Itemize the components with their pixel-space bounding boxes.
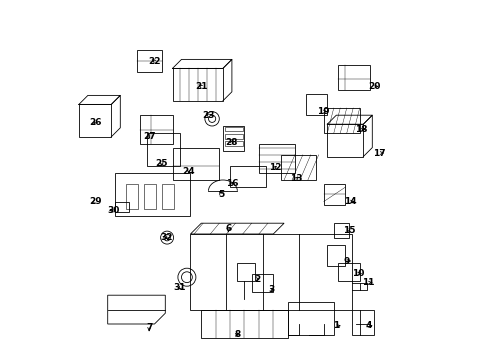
Text: 2: 2 [253, 275, 260, 284]
Text: 1: 1 [332, 321, 339, 330]
Text: 19: 19 [317, 107, 329, 116]
Text: 16: 16 [225, 179, 238, 188]
Text: 23: 23 [202, 111, 214, 120]
Text: 30: 30 [107, 206, 119, 215]
Text: 5: 5 [218, 190, 224, 199]
Text: 31: 31 [173, 284, 185, 292]
Text: 15: 15 [342, 226, 354, 235]
Text: 11: 11 [362, 278, 374, 287]
Text: 25: 25 [155, 159, 167, 168]
Text: 9: 9 [343, 256, 349, 266]
Bar [125, 184, 138, 209]
Text: 27: 27 [142, 132, 155, 141]
Bar [224, 141, 242, 146]
Text: 6: 6 [224, 224, 231, 233]
Text: 21: 21 [195, 82, 207, 91]
Text: 13: 13 [290, 174, 303, 183]
Text: 18: 18 [354, 125, 367, 134]
Text: 14: 14 [344, 197, 356, 206]
Text: 22: 22 [148, 57, 161, 66]
Text: 32: 32 [161, 233, 173, 242]
Bar [224, 127, 242, 131]
Text: 10: 10 [351, 269, 364, 278]
Text: 3: 3 [268, 285, 274, 294]
Text: 17: 17 [372, 149, 385, 158]
Text: 26: 26 [89, 118, 101, 127]
Bar [143, 184, 156, 209]
Text: 28: 28 [225, 138, 238, 147]
Bar [224, 134, 242, 139]
Text: 12: 12 [268, 163, 281, 172]
Text: 20: 20 [367, 82, 380, 91]
Text: 7: 7 [145, 323, 152, 332]
Bar [162, 184, 174, 209]
Text: 8: 8 [234, 330, 240, 339]
Text: 29: 29 [89, 197, 101, 206]
Text: 4: 4 [365, 321, 371, 330]
Text: 24: 24 [182, 166, 195, 176]
